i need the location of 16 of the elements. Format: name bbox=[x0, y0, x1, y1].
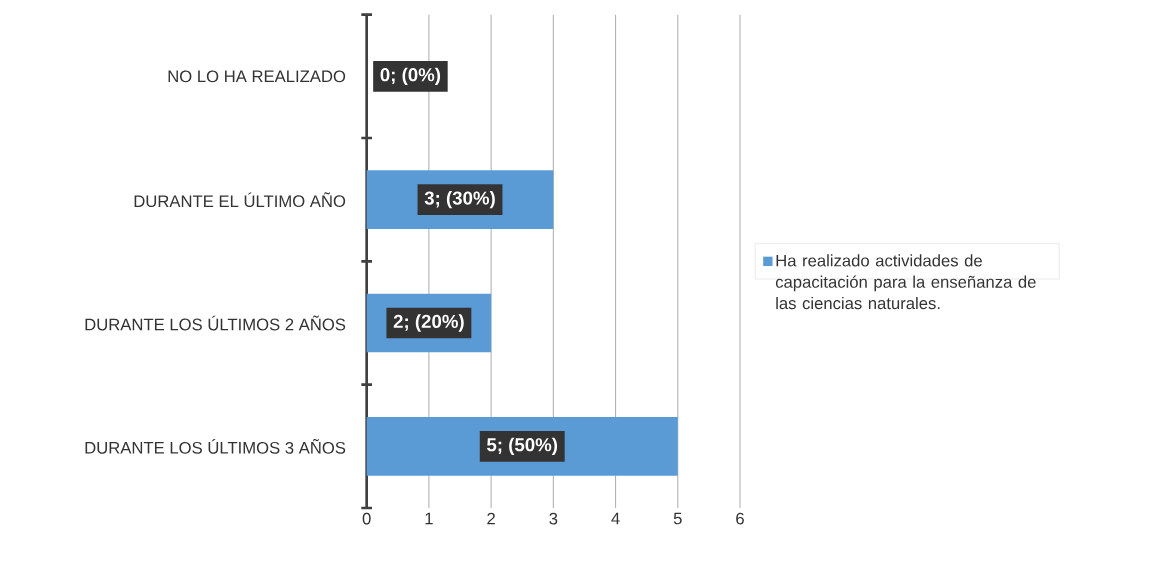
x-tick-label: 6 bbox=[736, 512, 744, 525]
x-tick-label: 0 bbox=[362, 512, 371, 525]
x-tick-label: 2 bbox=[487, 512, 495, 525]
y-tick-label: DURANTE LOS ÚLTIMOS 3 AÑOS bbox=[85, 438, 346, 454]
legend-label: Ha realizado actividades de capacitación para la enseñanza de las ciencias naturales. bbox=[775, 254, 1036, 310]
data-label: 2; (20%) bbox=[393, 314, 464, 332]
x-tick-label: 1 bbox=[425, 512, 433, 525]
y-tick-label: DURANTE EL ÚLTIMO AÑO bbox=[134, 192, 346, 208]
y-tick-label: DURANTE LOS ÚLTIMOS 2 AÑOS bbox=[85, 315, 346, 331]
data-label: 3; (30%) bbox=[424, 190, 495, 209]
y-tick-label: NO LO HA REALIZADO bbox=[168, 70, 346, 83]
x-tick-label: 3 bbox=[549, 512, 558, 525]
data-label: 5; (50%) bbox=[487, 437, 558, 456]
x-tick-label: 4 bbox=[611, 512, 620, 525]
x-tick-label: 5 bbox=[673, 512, 682, 525]
data-label: 0; (0%) bbox=[380, 67, 441, 86]
